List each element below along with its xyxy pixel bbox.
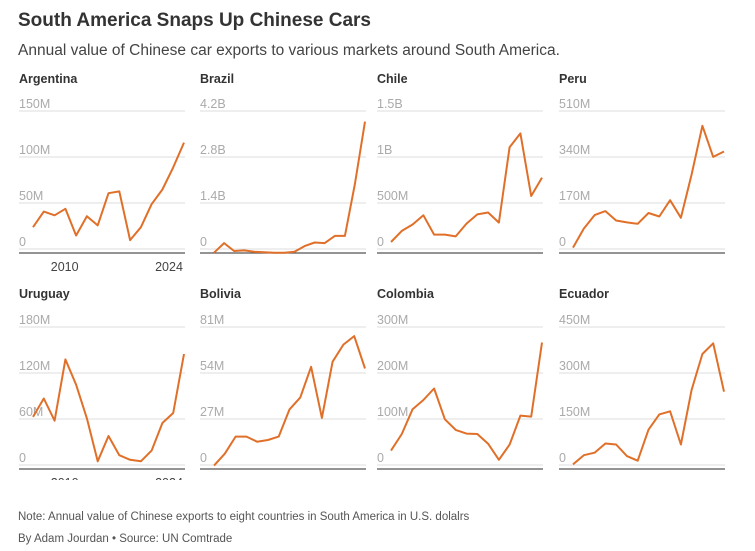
series-line-colombia xyxy=(390,342,543,461)
y-tick-label-uruguay: 120M xyxy=(19,359,50,373)
y-tick-label-chile: 500M xyxy=(377,189,408,203)
y-tick-label-colombia: 100M xyxy=(377,405,408,419)
y-tick-label-argentina: 50M xyxy=(19,189,43,203)
panel-title-peru: Peru xyxy=(559,72,587,86)
series-line-chile xyxy=(390,132,543,243)
y-tick-label-brazil: 0 xyxy=(200,235,207,249)
footnote: Note: Annual value of Chinese exports to… xyxy=(18,511,470,523)
chart-title: South America Snaps Up Chinese Cars xyxy=(18,10,372,31)
y-tick-label-chile: 0 xyxy=(377,235,384,249)
y-tick-label-uruguay: 0 xyxy=(19,451,26,465)
y-tick-label-bolivia: 0 xyxy=(200,451,207,465)
panel-title-chile: Chile xyxy=(377,72,408,86)
x-tick-label-argentina: 2010 xyxy=(51,260,79,274)
y-tick-label-brazil: 1.4B xyxy=(200,189,226,203)
panel-title-colombia: Colombia xyxy=(377,287,435,301)
y-tick-label-uruguay: 180M xyxy=(19,313,50,327)
series-line-uruguay xyxy=(32,353,185,463)
y-tick-label-colombia: 300M xyxy=(377,313,408,327)
panel-title-brazil: Brazil xyxy=(200,72,234,86)
small-multiples-chart: Argentina 150M 100M 50M 0 2010 2024 Brazil 4.2B 2… xyxy=(19,72,725,480)
y-tick-label-peru: 340M xyxy=(559,143,590,157)
y-tick-label-ecuador: 150M xyxy=(559,405,590,419)
y-tick-label-chile: 1.5B xyxy=(377,97,403,111)
y-tick-label-bolivia: 81M xyxy=(200,313,224,327)
x-tick-label-argentina: 2024 xyxy=(155,260,183,274)
panel-title-ecuador: Ecuador xyxy=(559,287,609,301)
series-line-bolivia xyxy=(213,335,366,467)
y-tick-label-brazil: 2.8B xyxy=(200,143,226,157)
y-tick-label-ecuador: 300M xyxy=(559,359,590,373)
series-line-peru xyxy=(572,124,725,249)
y-tick-label-brazil: 4.2B xyxy=(200,97,226,111)
y-tick-label-peru: 0 xyxy=(559,235,566,249)
y-tick-label-argentina: 150M xyxy=(19,97,50,111)
y-tick-label-argentina: 0 xyxy=(19,235,26,249)
x-tick-label-uruguay: 2010 xyxy=(51,476,79,480)
y-tick-label-colombia: 0 xyxy=(377,451,384,465)
series-line-ecuador xyxy=(572,342,725,466)
y-tick-label-chile: 1B xyxy=(377,143,392,157)
y-tick-label-bolivia: 27M xyxy=(200,405,224,419)
series-line-argentina xyxy=(32,142,185,242)
panel-title-argentina: Argentina xyxy=(19,72,78,86)
y-tick-label-peru: 510M xyxy=(559,97,590,111)
y-tick-label-ecuador: 0 xyxy=(559,451,566,465)
panel-title-uruguay: Uruguay xyxy=(19,287,70,301)
y-tick-label-colombia: 200M xyxy=(377,359,408,373)
chart-subtitle: Annual value of Chinese car exports to v… xyxy=(18,42,560,59)
y-tick-label-argentina: 100M xyxy=(19,143,50,157)
panel-title-bolivia: Bolivia xyxy=(200,287,242,301)
x-tick-label-uruguay: 2024 xyxy=(155,476,183,480)
y-tick-label-bolivia: 54M xyxy=(200,359,224,373)
byline: By Adam Jourdan • Source: UN Comtrade xyxy=(18,533,233,545)
y-tick-label-ecuador: 450M xyxy=(559,313,590,327)
series-line-brazil xyxy=(213,121,366,254)
y-tick-label-peru: 170M xyxy=(559,189,590,203)
